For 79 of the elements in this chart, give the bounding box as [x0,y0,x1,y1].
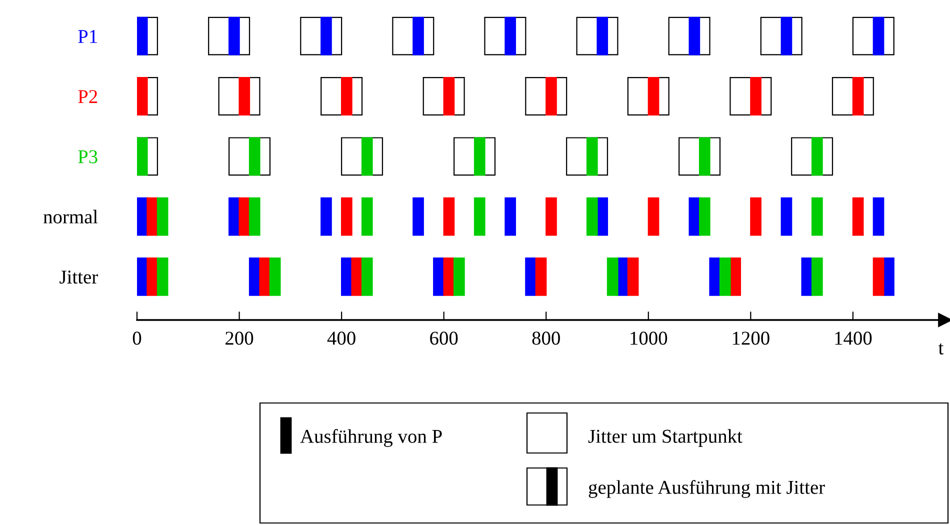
bar [412,16,424,56]
x-axis-title: t [938,343,944,354]
bar [474,197,486,236]
bar [341,197,352,236]
bar [504,16,516,56]
bar [146,197,158,236]
bar [780,197,792,236]
bar [137,16,148,56]
bar [852,197,864,236]
bar [156,197,168,236]
x-tick-label: 1200 [732,332,770,345]
x-tick-label: 800 [532,332,560,345]
bar [709,257,721,296]
x-tick-label: 1000 [630,332,668,345]
y-tick-label: normal [43,210,98,224]
text: Jitter um Startpunkt [588,429,742,447]
bar [433,257,444,296]
bar [137,77,148,116]
text: geplante Ausführung mit Jitter [588,480,825,498]
bar [872,197,884,236]
bar [780,16,792,56]
bar [546,197,557,236]
bar [361,137,373,176]
bar [586,137,598,176]
bar [474,137,486,176]
bar [883,257,894,296]
bar [750,77,762,116]
bar [698,197,710,236]
bar [137,137,148,176]
bar [228,16,240,56]
bar [648,77,660,116]
bar [248,137,260,176]
bar [698,137,710,176]
bar [750,197,762,236]
bar [546,77,557,116]
bar [146,257,158,296]
bar [504,197,516,236]
bar [238,77,250,116]
bar [361,197,373,236]
bar [443,77,455,116]
bar [688,16,700,56]
bar [156,257,168,296]
bar [648,197,660,236]
bar [872,257,884,296]
bar [259,257,271,296]
y-tick-label: P2 [78,90,98,103]
bar [248,197,260,236]
x-tick-label: 400 [327,332,356,345]
bar [454,257,465,296]
y-tick-label: P1 [78,30,97,43]
x-tick-label: 600 [430,332,458,345]
bar [269,257,281,296]
bar [412,197,424,236]
bar [606,257,618,296]
bar [351,257,363,296]
text: Ausführung von P [300,429,442,447]
bar [443,197,455,236]
bar [811,257,823,296]
x-tick-label: 200 [226,332,254,345]
bar [688,197,700,236]
bar [852,77,864,116]
bar [238,197,250,236]
bar [586,197,598,236]
bar [627,257,639,296]
bar [811,197,823,236]
bar [525,257,536,296]
x-tick-label: 1400 [835,332,872,345]
y-tick-label: P3 [78,150,98,164]
bar [341,77,352,116]
bar [320,197,332,236]
bar [719,257,731,296]
bar [872,16,884,56]
bar [535,257,547,296]
bar [596,16,608,56]
bar [361,257,373,296]
bar [320,16,332,56]
x-tick-label: 0 [132,332,142,345]
y-tick-label: Jitter [60,270,98,284]
bar [811,137,823,176]
